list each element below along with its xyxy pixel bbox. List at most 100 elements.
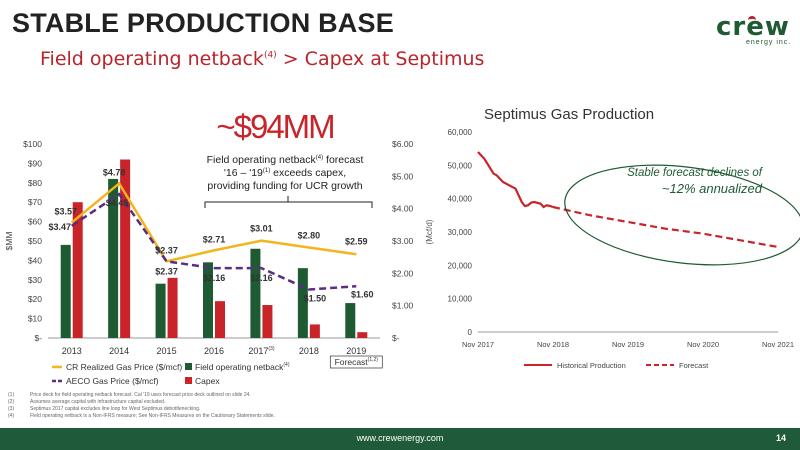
legend-historical-label: Historical Production <box>557 361 626 370</box>
aeco-price-label: $2.16 <box>203 273 226 283</box>
y-tick-label: 10,000 <box>448 295 473 304</box>
netback-bar <box>297 268 308 338</box>
slide-subtitle: Field operating netback(4) > Capex at Se… <box>40 48 484 70</box>
cr-price-label: $2.59 <box>345 236 368 246</box>
left-chart-labels: $3.57 $4.78 $2.37 $2.71 $3.01 $2.80 $2.59 $3.47… <box>48 167 373 303</box>
x-tick-label: 2019 <box>346 346 366 356</box>
legend-capex-label: Capex <box>195 376 220 386</box>
crew-logo: crew energy inc. <box>716 12 792 46</box>
capex-bar <box>167 277 178 338</box>
y-tick-label: 40,000 <box>448 195 473 204</box>
y-tick-label: 0 <box>468 328 473 337</box>
big-value-annotation: ~$94MM <box>216 108 333 145</box>
netback-bar <box>250 248 261 338</box>
y-tick-label: $40 <box>28 255 42 265</box>
right-chart-legend: Historical Production Forecast <box>524 361 709 370</box>
capex-bar <box>357 332 368 338</box>
left-chart-lines <box>70 181 357 291</box>
aeco-price-label: $2.16 <box>250 273 273 283</box>
y-axis-label: (Mcf/d) <box>425 219 434 244</box>
cr-price-label: $2.37 <box>155 245 178 255</box>
cr-price-label: $4.78 <box>103 167 126 177</box>
x-tick-label: Nov 2020 <box>687 340 719 349</box>
footnote-text: Field operating netback is a Non-IFRS me… <box>30 413 275 419</box>
cr-price-line <box>70 181 357 263</box>
y-tick-label: 30,000 <box>448 228 473 237</box>
right-chart-axes: 0 10,000 20,000 30,000 40,000 50,000 60,000 Nov… <box>425 128 794 349</box>
aeco-price-label: $1.60 <box>351 289 374 299</box>
y2-tick-label: $5.00 <box>392 171 414 181</box>
forecast-production-line <box>552 205 779 249</box>
y-tick-label: $50 <box>28 236 42 246</box>
footnote-text: Septimus 2017 capital excludes line loop… <box>30 406 201 412</box>
left-chart-bars <box>60 159 368 338</box>
capex-bar <box>120 159 131 338</box>
footer-url[interactable]: www.crewenergy.com <box>356 433 444 443</box>
cr-price-label: $2.80 <box>298 230 321 240</box>
y-tick-label: $20 <box>28 294 42 304</box>
y-axis-label: $MM <box>4 232 14 251</box>
netback-bar <box>108 178 119 338</box>
callout-bracket <box>204 196 373 208</box>
y-tick-label: $10 <box>28 314 42 324</box>
forecast-label: Forecast(1,2) <box>335 357 379 367</box>
right-chart-lines <box>477 151 779 249</box>
y2-tick-label: $2.00 <box>392 268 414 278</box>
x-tick-label: 2014 <box>109 346 129 356</box>
x-tick-label: 2013 <box>62 346 82 356</box>
x-tick-label: 2016 <box>204 346 224 356</box>
y-tick-label: 20,000 <box>448 261 473 270</box>
legend-netback-label: Field operating netback(4) <box>195 362 290 372</box>
y-tick-label: 60,000 <box>448 128 473 137</box>
subtitle-main: Field operating netback <box>40 48 264 70</box>
subtitle-tail: > Capex at Septimus <box>276 48 485 70</box>
aeco-price-label: $2.37 <box>155 266 178 276</box>
footnote-number: (1) <box>8 392 15 398</box>
x-tick-label: Nov 2019 <box>612 340 644 349</box>
y-tick-label: $70 <box>28 197 42 207</box>
y2-tick-label: $- <box>392 333 400 343</box>
septimus-production-chart: Septimus Gas Production 0 10,000 20,000 30,… <box>425 106 800 370</box>
footnote-3: (3) Septimus 2017 capital excludes line l… <box>8 406 428 413</box>
logo-subtext: energy inc. <box>746 39 792 46</box>
y-tick-label: $80 <box>28 178 42 188</box>
legend-capex-swatch <box>185 377 192 384</box>
footer-bar: www.crewenergy.com 14 <box>0 428 800 450</box>
historical-production-line <box>477 151 554 209</box>
x-tick-label: Nov 2021 <box>762 340 794 349</box>
footnote-text: Price deck for field operating netback f… <box>30 392 251 398</box>
netback-bar <box>203 262 213 338</box>
aeco-price-label: $4.45 <box>106 198 129 208</box>
netback-bar <box>345 303 356 338</box>
footnote-2: (2) Assumes average capital with infrastr… <box>8 399 428 406</box>
netback-capex-chart: $- $10 $20 $30 $40 $50 $60 $70 $80 $90 $100 $- $1.00… <box>4 108 414 386</box>
slide-title: STABLE PRODUCTION BASE <box>12 8 394 38</box>
x-tick-label: 2015 <box>157 346 177 356</box>
left-chart-legend: CR Realized Gas Price ($/mcf) Field opera… <box>52 362 290 386</box>
aeco-price-label: $3.47 <box>48 222 71 232</box>
y-tick-label: $- <box>34 333 42 343</box>
netback-bar <box>155 283 166 338</box>
forecast-label-box <box>329 355 383 369</box>
legend-netback-swatch <box>185 363 192 370</box>
footnote-text: Assumes average capital with infrastruct… <box>30 399 166 405</box>
y-tick-label: $90 <box>28 158 42 168</box>
x-tick-label: 2017(3) <box>248 346 274 356</box>
y-tick-label: $30 <box>28 275 42 285</box>
production-chart-title: Septimus Gas Production <box>484 106 654 123</box>
left-chart-axes: $- $10 $20 $30 $40 $50 $60 $70 $80 $90 $100 $- $1.00… <box>4 139 414 369</box>
decline-annotation-line-1: Stable forecast declines of <box>627 167 764 179</box>
y2-tick-label: $1.00 <box>392 301 414 311</box>
y2-tick-label: $6.00 <box>392 139 414 149</box>
capex-bar <box>72 202 83 338</box>
decline-annotation-line-2: ~12% annualized <box>662 181 763 196</box>
x-tick-label: Nov 2017 <box>462 340 494 349</box>
callout-line-1: Field operating netback(4) forecast <box>207 154 364 166</box>
y-tick-label: $60 <box>28 217 42 227</box>
capex-bar <box>215 301 225 338</box>
logo-bird-icon <box>748 16 756 24</box>
legend-forecast-label: Forecast <box>679 361 709 370</box>
y-tick-label: 50,000 <box>448 161 473 170</box>
aeco-price-label: $1.50 <box>304 294 327 304</box>
y2-tick-label: $4.00 <box>392 204 414 214</box>
